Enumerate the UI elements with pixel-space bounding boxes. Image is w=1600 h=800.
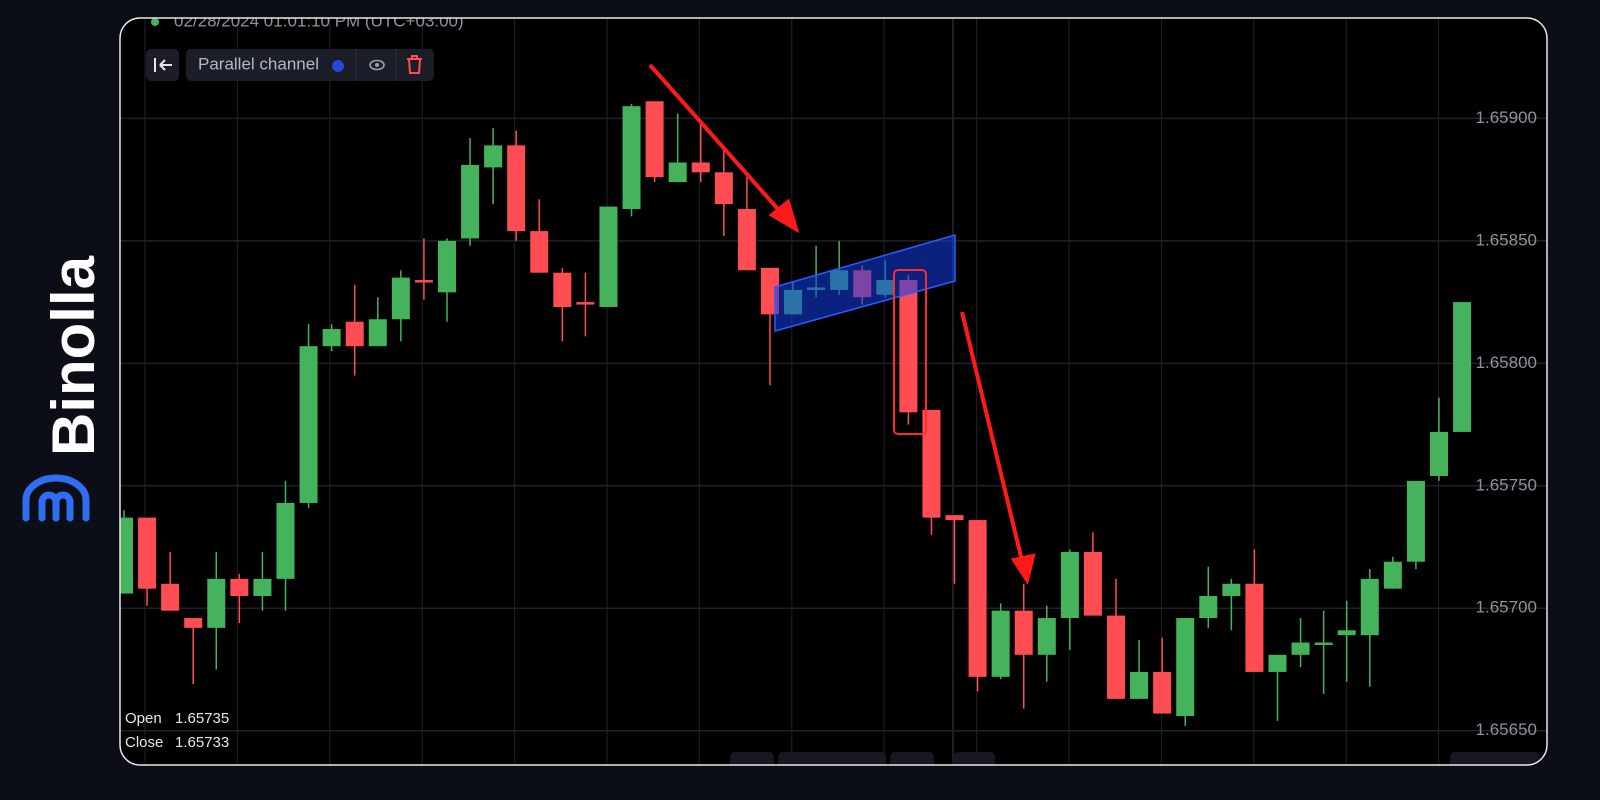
candle-body	[253, 578, 272, 597]
y-tick-label: 1.65650	[1476, 720, 1537, 739]
candle-body	[299, 346, 318, 503]
arrow-head	[1010, 553, 1036, 585]
delete-button[interactable]	[407, 55, 422, 74]
brand-name: Binolla	[40, 255, 107, 456]
candle-body	[184, 618, 203, 628]
timestamp: 02/28/2024 01:01:10 PM (UTC+03:00)	[174, 11, 464, 30]
candle-body	[1337, 630, 1356, 636]
candle-body	[1453, 302, 1472, 432]
candle-body	[507, 145, 526, 232]
parallel-channel[interactable]	[774, 234, 956, 332]
candle-body	[1383, 561, 1402, 589]
candle-body	[230, 578, 249, 597]
candle-body	[1429, 431, 1448, 476]
tool-color[interactable]	[332, 60, 344, 72]
candle-body	[576, 302, 595, 305]
y-tick-label: 1.65900	[1476, 108, 1537, 127]
candle-body	[437, 240, 456, 293]
candle-body	[1014, 610, 1033, 655]
y-tick-label: 1.65700	[1476, 598, 1537, 617]
candle-body	[1314, 642, 1333, 645]
candle-body	[1245, 583, 1264, 672]
candle-body	[1107, 615, 1126, 699]
candle-body	[991, 610, 1010, 677]
candle-body	[1176, 618, 1195, 717]
candle-body	[1268, 654, 1287, 672]
candle-body	[484, 145, 503, 168]
candle-body	[645, 101, 664, 178]
tool-bar	[186, 49, 434, 81]
candle-body	[1060, 551, 1079, 619]
ohlc-value: 1.65735	[175, 710, 229, 727]
candle-body	[368, 319, 387, 347]
candle-body	[530, 231, 549, 273]
candle-body	[622, 106, 641, 210]
panel-border	[119, 17, 1548, 766]
candle-body	[1222, 583, 1241, 597]
candle-body	[668, 162, 687, 183]
candle-body	[1037, 618, 1056, 655]
candle-body	[161, 583, 180, 611]
candle-body	[1291, 642, 1310, 655]
candle-body	[461, 164, 480, 239]
candle-body	[1083, 551, 1102, 616]
bottom-controls	[730, 752, 1540, 765]
candle-body	[714, 172, 733, 205]
ohlc-info: Open 1.65735 Close 1.65733	[125, 710, 229, 751]
candle-body	[207, 578, 226, 628]
candle-body	[1406, 480, 1425, 562]
ohlc-label: Open	[125, 710, 162, 727]
candle-body	[899, 280, 918, 413]
candle-body	[922, 409, 941, 518]
candle-body	[276, 502, 295, 579]
candle-body	[1199, 596, 1218, 619]
candle-body	[945, 515, 964, 521]
live-dot	[151, 18, 159, 26]
highlight-box	[893, 269, 927, 435]
tool-name[interactable]: Parallel channel	[198, 54, 319, 73]
y-tick-label: 1.65850	[1476, 230, 1537, 249]
ohlc-label: Close	[125, 734, 163, 751]
candle-body	[120, 517, 133, 594]
arrow-head	[768, 198, 800, 234]
candle-body	[414, 280, 433, 283]
candle-body	[345, 321, 364, 347]
y-tick-label: 1.65800	[1476, 353, 1537, 372]
y-tick-label: 1.65750	[1476, 475, 1537, 494]
candle-body	[737, 209, 756, 271]
ohlc-value: 1.65733	[175, 734, 229, 751]
candle-body	[138, 517, 157, 589]
candle-body	[1153, 671, 1172, 714]
brand-logo	[22, 474, 90, 522]
overlay: 02/28/2024 01:01:10 PM (UTC+03:00) Paral…	[125, 11, 1540, 765]
candle-body	[1130, 671, 1149, 699]
arrow	[960, 311, 1025, 566]
candle-body	[599, 206, 618, 308]
arrows	[648, 63, 1036, 585]
candle-body	[553, 272, 572, 308]
candle-body	[322, 329, 341, 347]
candle-body	[1360, 578, 1379, 636]
candle-body	[968, 520, 987, 677]
chart-panel	[120, 18, 1547, 765]
visibility-button[interactable]	[369, 59, 385, 71]
candle-body	[391, 277, 410, 320]
candle-body	[691, 162, 710, 173]
arrow	[648, 63, 787, 219]
back-icon	[154, 58, 172, 72]
